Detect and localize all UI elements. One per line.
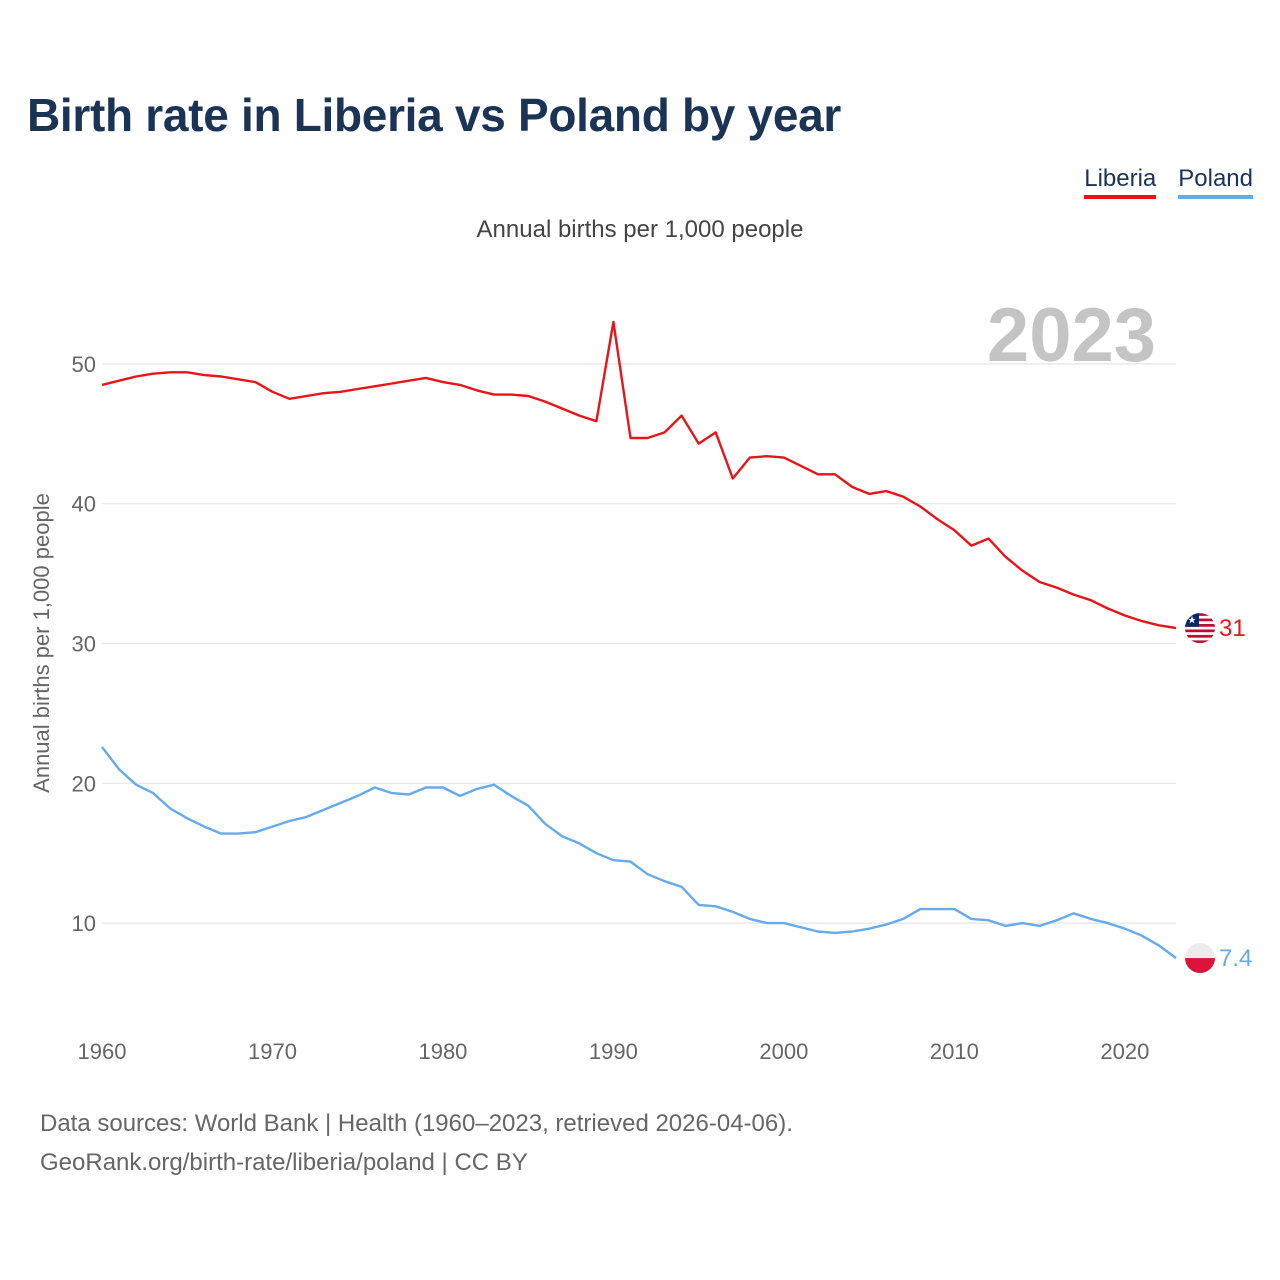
- x-tick-label-1960: 1960: [78, 1039, 127, 1064]
- footer-credit[interactable]: GeoRank.org/birth-rate/liberia/poland | …: [40, 1149, 528, 1176]
- flag-poland-icon: [1185, 943, 1215, 974]
- y-tick-label-20: 20: [72, 771, 96, 796]
- chart-subtitle: Annual births per 1,000 people: [476, 216, 804, 243]
- current-year-label: 2023: [986, 293, 1156, 378]
- series-line-poland: [101, 746, 1177, 960]
- x-tick-label-2020: 2020: [1100, 1039, 1149, 1064]
- y-tick-label-50: 50: [72, 352, 96, 377]
- legend-item-poland[interactable]: Poland: [1178, 165, 1253, 199]
- y-tick-label-40: 40: [72, 492, 96, 517]
- x-tick-label-1970: 1970: [248, 1039, 297, 1064]
- x-tick-label-1990: 1990: [589, 1039, 638, 1064]
- gridlines: [102, 363, 1176, 924]
- series-lines: [101, 320, 1177, 960]
- end-value-poland: 7.4: [1219, 945, 1252, 972]
- end-value-liberia: 31: [1219, 615, 1246, 642]
- footer: Data sources: World Bank | Health (1960–…: [40, 1104, 793, 1182]
- x-tick-label-1980: 1980: [418, 1039, 467, 1064]
- y-tick-label-10: 10: [72, 911, 96, 936]
- series-line-liberia: [101, 320, 1177, 630]
- y-axis-ticks: 10 20 30 40 50: [72, 352, 96, 936]
- chart-title: Birth rate in Liberia vs Poland by year: [27, 89, 842, 141]
- legend: Liberia Poland: [1084, 165, 1253, 199]
- y-tick-label-30: 30: [72, 631, 96, 656]
- x-tick-label-2010: 2010: [930, 1039, 979, 1064]
- legend-item-liberia[interactable]: Liberia: [1084, 165, 1157, 199]
- flag-liberia-icon: [1185, 613, 1215, 644]
- end-markers: 317.4: [1185, 613, 1252, 974]
- footer-sources: Data sources: World Bank | Health (1960–…: [40, 1110, 793, 1137]
- x-axis-ticks: 1960 1970 1980 1990 2000 2010 2020: [78, 1039, 1150, 1064]
- x-tick-label-2000: 2000: [759, 1039, 808, 1064]
